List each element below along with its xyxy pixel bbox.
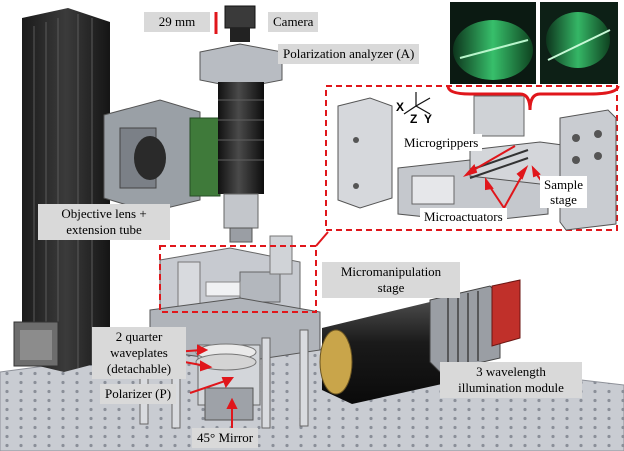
photo-bracket <box>446 85 620 111</box>
analyzer-label: Polarization analyzer (A) <box>278 44 420 64</box>
camera-label: Camera <box>268 12 319 32</box>
micromanipulation-label: Micromanipulation stage <box>322 262 460 298</box>
polarizer-label: Polarizer (P) <box>100 384 177 404</box>
waveplates-label: 2 quarter waveplates (detachable) <box>92 327 186 379</box>
photo-insets <box>450 2 618 84</box>
analyzer-housing <box>199 43 283 89</box>
microgrippers-label: Microgrippers <box>400 134 483 151</box>
lens-tube <box>218 82 264 194</box>
microactuators-label: Microactuators <box>420 208 507 225</box>
stage-callout-box <box>159 245 317 313</box>
vertical-column <box>22 8 110 372</box>
axis-y-label: Y <box>424 112 433 126</box>
axis-x-label: X <box>396 100 405 114</box>
objective-label: Objective lens + extension tube <box>38 204 170 240</box>
illumination-label: 3 wavelength illumination module <box>440 362 582 398</box>
sample-stage-label: Sample stage <box>540 176 587 208</box>
dimension-label: 29 mm <box>144 12 210 32</box>
axis-z-label: Z <box>410 112 418 126</box>
mirror-label: 45° Mirror <box>192 428 259 448</box>
camera-body <box>224 5 256 29</box>
illumination-module <box>322 302 460 404</box>
objective <box>223 193 259 229</box>
axes-indicator <box>403 92 431 115</box>
